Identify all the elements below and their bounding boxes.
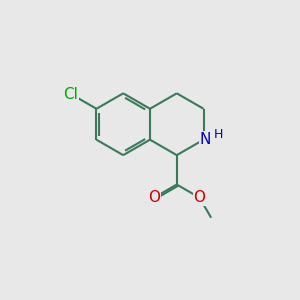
Text: H: H [214, 128, 224, 141]
Text: O: O [194, 190, 206, 205]
Text: O: O [148, 190, 160, 205]
Text: N: N [199, 132, 211, 147]
Text: Cl: Cl [64, 87, 79, 102]
